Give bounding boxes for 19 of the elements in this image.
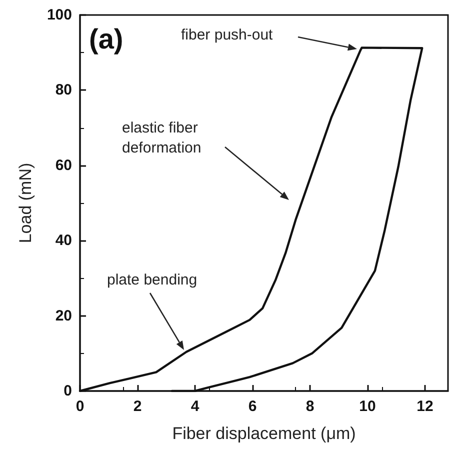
x-tick-label: 4 [190,398,200,415]
x-tick-label: 0 [76,398,84,415]
y-tick-label: 80 [55,82,72,99]
y-tick-label: 40 [55,232,72,250]
x-tick-label: 2 [133,398,142,415]
x-tick-label: 6 [248,398,257,415]
x-tick-label: 12 [416,398,434,415]
x-axis-title: Fiber displacement (μm) [172,424,356,443]
x-tick-label: 10 [359,398,376,415]
x-tick-label: 8 [306,398,314,415]
y-tick-label: 60 [55,156,72,174]
annotation: fiber push-out [181,26,274,44]
y-axis-title: Load (mN) [16,162,35,244]
y-tick-label: 20 [55,307,72,324]
chart-title: (a) [89,24,124,54]
annotation: plate bending [107,272,198,288]
annotation: elastic fiber deformation [122,120,202,156]
y-tick-label: 100 [46,6,72,24]
y-tick-label: 0 [64,382,72,400]
